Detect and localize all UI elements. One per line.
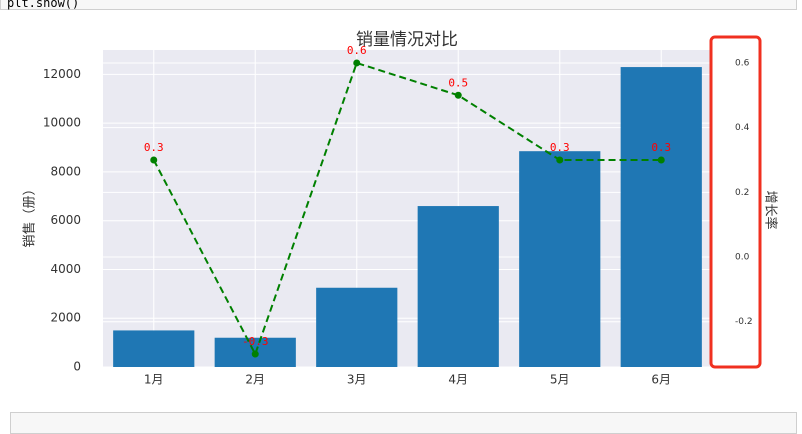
y-tick-label: 2000 <box>50 311 81 325</box>
y-tick-label: 0 <box>73 360 81 374</box>
code-cell: plt.show() <box>0 0 797 10</box>
chart: 销量情况对比 销售（册） 增长率 1月 2月 3月 4月 5月 6月 0 2000 4000 60… <box>22 30 779 387</box>
line-marker <box>454 91 462 99</box>
y-tick-label: 4000 <box>50 262 81 276</box>
x-tick-label: 4月 <box>448 373 468 387</box>
y-tick-label: 6000 <box>50 213 81 227</box>
line-marker <box>251 350 259 358</box>
chart-title: 销量情况对比 <box>356 30 458 50</box>
bar <box>316 287 398 367</box>
data-label: 0.3 <box>144 141 164 154</box>
bar <box>417 206 499 367</box>
data-label: 0.5 <box>448 76 468 89</box>
y2-tick-label: 0.0 <box>735 253 750 263</box>
y2-tick-label: -0.2 <box>735 317 753 327</box>
data-label: 0.3 <box>651 141 671 154</box>
line-marker <box>353 59 361 67</box>
x-tick-label: 3月 <box>347 373 367 387</box>
y-tick-label: 12000 <box>43 67 81 81</box>
y2-axis-label: 增长率 <box>763 190 779 229</box>
y-tick-label: 8000 <box>50 164 81 178</box>
y2-tick-label: 0.4 <box>735 123 750 133</box>
y-axis-label: 销售（册） <box>22 182 38 247</box>
y-tick-label: 10000 <box>43 116 81 130</box>
bar <box>113 330 195 367</box>
highlight-box <box>709 35 762 369</box>
bar <box>519 151 601 367</box>
code-text: plt.show() <box>7 0 80 10</box>
x-tick-label: 2月 <box>245 373 265 387</box>
line <box>152 61 662 357</box>
x-tick-label: 6月 <box>651 373 671 387</box>
line-marker <box>556 156 564 164</box>
y2-tick-label: 0.6 <box>735 58 750 68</box>
line-marker <box>150 156 158 164</box>
bar <box>620 67 702 368</box>
line-marker <box>657 156 665 164</box>
x-tick-label: 5月 <box>550 373 570 387</box>
next-cell <box>10 412 797 434</box>
y2-tick-label: 0.2 <box>735 188 749 198</box>
data-label: -0.3 <box>242 335 269 348</box>
plot-area <box>103 50 712 367</box>
data-label: 0.6 <box>347 44 367 57</box>
data-label: 0.3 <box>550 141 570 154</box>
x-tick-label: 1月 <box>144 373 164 387</box>
